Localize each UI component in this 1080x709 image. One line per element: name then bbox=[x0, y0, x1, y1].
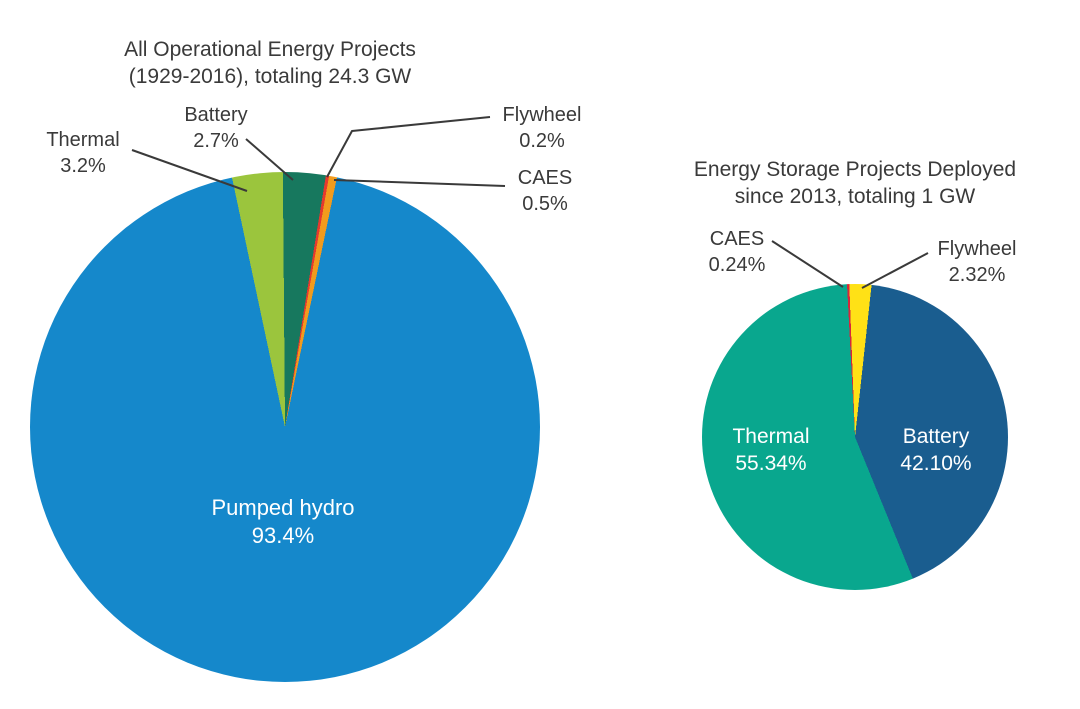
thermal-slice-label: Thermal 55.34% bbox=[701, 423, 841, 477]
title-line-1: Energy Storage Projects Deployed bbox=[693, 158, 1017, 181]
storage-chart-title: Energy Storage Projects Deployed since 2… bbox=[640, 156, 1070, 210]
slice-percent: 93.4% bbox=[251, 523, 315, 548]
slice-percent: 0.2% bbox=[519, 130, 565, 152]
slice-name: CAES bbox=[709, 228, 765, 250]
storage-pie bbox=[702, 284, 1008, 590]
caes-callout-label: CAES 0.5% bbox=[485, 165, 605, 217]
title-line-2: (1929-2016), totaling 24.3 GW bbox=[128, 65, 412, 88]
title-line-1: All Operational Energy Projects bbox=[124, 38, 416, 61]
battery-callout-label: Battery 2.7% bbox=[156, 102, 276, 154]
slice-percent: 2.32% bbox=[948, 264, 1006, 286]
title-line-2: since 2013, totaling 1 GW bbox=[734, 185, 976, 208]
caes-callout-label: CAES 0.24% bbox=[677, 226, 797, 278]
slice-name: Thermal bbox=[46, 129, 120, 151]
slice-name: Flywheel bbox=[502, 104, 582, 126]
slice-name: Thermal bbox=[732, 425, 810, 448]
slice-percent: 2.7% bbox=[193, 130, 239, 152]
slice-percent: 42.10% bbox=[900, 452, 972, 475]
slice-percent: 0.5% bbox=[522, 193, 568, 215]
slice-percent: 0.24% bbox=[708, 254, 766, 276]
slice-percent: 55.34% bbox=[735, 452, 807, 475]
slice-name: Battery bbox=[902, 425, 970, 448]
slice-name: CAES bbox=[517, 167, 573, 189]
slice-name: Flywheel bbox=[937, 238, 1017, 260]
slice-name: Pumped hydro bbox=[211, 495, 355, 520]
operational-pie bbox=[30, 172, 540, 682]
battery-slice-label: Battery 42.10% bbox=[866, 423, 1006, 477]
flywheel-callout-label: Flywheel 0.2% bbox=[482, 102, 602, 154]
operational-chart-title: All Operational Energy Projects (1929-20… bbox=[20, 36, 520, 90]
thermal-callout-label: Thermal 3.2% bbox=[23, 127, 143, 179]
pumped-hydro-slice-label: Pumped hydro 93.4% bbox=[163, 494, 403, 550]
flywheel-callout-label: Flywheel 2.32% bbox=[917, 236, 1037, 288]
slice-name: Battery bbox=[184, 104, 248, 126]
flywheel-leader-line bbox=[326, 116, 491, 178]
slice-percent: 3.2% bbox=[60, 155, 106, 177]
